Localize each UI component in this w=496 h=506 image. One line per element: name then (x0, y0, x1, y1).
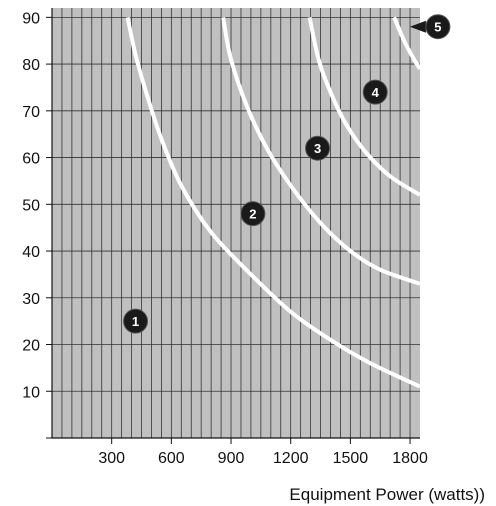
marker-circle-2 (240, 201, 266, 227)
curves (125, 16, 422, 389)
y-tick-label: 10 (22, 384, 40, 401)
marker-circle-3 (305, 135, 331, 161)
y-tick-labels: 10 20 30 40 50 60 70 80 90 (22, 10, 40, 401)
x-tick-label: 1500 (333, 450, 369, 467)
curve-4 (392, 16, 422, 70)
marker-label-2: 2 (249, 207, 256, 222)
y-tick-label: 30 (22, 291, 40, 308)
markers: 1 2 3 4 5 (123, 14, 451, 334)
marker-circle-5 (425, 14, 451, 40)
x-tick-labels: 300 600 900 1200 1500 1800 (98, 450, 428, 467)
marker-label-5: 5 (434, 20, 441, 35)
x-tick-label: 900 (218, 450, 245, 467)
curve-2 (221, 16, 421, 286)
y-tick-label: 20 (22, 338, 40, 355)
y-tick-label: 70 (22, 104, 40, 121)
x-tick-label: 1200 (273, 450, 309, 467)
curve-1 (125, 16, 421, 389)
y-tick-label: 40 (22, 244, 40, 261)
y-tick-label: 60 (22, 151, 40, 168)
curve-3 (307, 16, 422, 197)
axes (46, 8, 420, 444)
x-axis-label: Equipment Power (watts)) (289, 485, 485, 504)
marker-circle-4 (362, 79, 388, 105)
x-tick-label: 1800 (392, 450, 428, 467)
y-tick-label: 90 (22, 10, 40, 27)
marker-label-4: 4 (372, 85, 380, 100)
marker-label-3: 3 (314, 141, 321, 156)
marker-pointer-arrow (409, 20, 426, 33)
marker-circle-1 (123, 308, 149, 334)
marker-label-1: 1 (132, 314, 139, 329)
y-tick-label: 80 (22, 57, 40, 74)
y-tick-label: 50 (22, 197, 40, 214)
x-tick-label: 300 (98, 450, 125, 467)
x-tick-label: 600 (158, 450, 185, 467)
